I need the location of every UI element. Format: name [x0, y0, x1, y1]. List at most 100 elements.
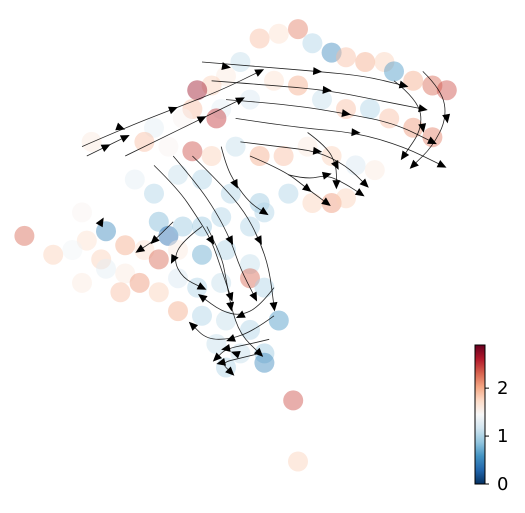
streamline-arrow: [235, 97, 245, 105]
scatter-point: [249, 146, 270, 166]
colorbar-bar: [474, 344, 486, 485]
scatter-point: [336, 99, 356, 119]
scatter-point: [240, 216, 260, 237]
streamline-arrow: [254, 69, 265, 77]
streamline-arrow: [331, 160, 339, 170]
scatter-point: [192, 244, 212, 265]
scatter-point: [379, 108, 400, 129]
streamline-arrow: [269, 301, 278, 312]
scatter-point: [240, 268, 260, 289]
streamline-arrow: [206, 235, 215, 245]
scatter-point: [374, 52, 395, 72]
scatter-point: [302, 193, 323, 213]
scatter-point: [288, 451, 308, 472]
scatter-point: [283, 390, 304, 411]
streamline-arrow: [332, 180, 341, 190]
scatter-point: [148, 249, 169, 270]
streamline-arrow: [359, 178, 369, 188]
streamline-arrow: [301, 183, 312, 192]
scatter-point: [91, 249, 112, 270]
streamline-arrow: [409, 159, 419, 169]
streamline: [201, 61, 404, 86]
streamline-arrow: [150, 234, 160, 245]
scatter-point: [312, 89, 332, 110]
scatter-point: [134, 240, 155, 260]
scatter-point: [172, 108, 193, 129]
streamline-arrow: [225, 235, 234, 246]
streamline-arrow: [226, 301, 235, 312]
stray-arrow: [115, 122, 126, 131]
streamline-arrow: [100, 144, 111, 152]
streamline-arrow: [119, 135, 130, 143]
streamline-arrow: [188, 321, 199, 331]
streamline: [225, 99, 433, 143]
streamline-arrow: [442, 113, 451, 124]
scatter-point: [230, 52, 251, 72]
streamline: [175, 226, 203, 288]
scatter-point: [144, 117, 164, 138]
scatter-point: [129, 272, 150, 293]
scatter-point: [182, 99, 203, 119]
scatter-point: [144, 183, 164, 204]
streamline: [192, 155, 275, 307]
streamline: [288, 174, 361, 194]
scatter-point: [192, 305, 212, 326]
scatter-point: [249, 28, 270, 49]
streamline-arrow: [235, 310, 246, 318]
scatter-point: [201, 146, 222, 166]
scatter-point: [230, 343, 251, 364]
streamline-arrow: [226, 334, 236, 342]
scatter-point: [72, 202, 92, 223]
scatter-point: [206, 334, 227, 354]
streamline-arrow: [427, 136, 437, 145]
scatter-point: [96, 258, 116, 279]
scatter-point: [249, 193, 270, 213]
streamline: [206, 226, 260, 354]
scatter-point: [240, 254, 260, 275]
scatter-point: [124, 169, 145, 190]
streamline: [249, 155, 328, 204]
scatter-point: [345, 155, 366, 176]
scatter-point: [168, 164, 188, 185]
colorbar-tick-label: 0: [497, 474, 508, 495]
scatter-point: [158, 136, 179, 157]
streamline-arrow: [196, 116, 207, 124]
streamline-arrow: [312, 146, 323, 155]
scatter-point: [182, 141, 203, 162]
streamline-arrow: [398, 80, 409, 89]
scatter-point: [288, 19, 308, 40]
scatter-point: [216, 66, 236, 87]
scatter-point: [384, 61, 404, 82]
streamline-arrow: [351, 128, 361, 137]
streamline-arrow: [253, 347, 264, 357]
scatter-point: [201, 75, 222, 96]
scatter-point: [220, 183, 241, 204]
scatter-point: [187, 80, 208, 101]
scatter-point: [225, 136, 246, 157]
streamline-arrow: [225, 366, 235, 376]
streamline-arrow: [254, 235, 262, 246]
scatter-point: [321, 193, 342, 213]
stray-arrow: [95, 217, 104, 228]
colorbar-ticks: 0 1 2: [485, 378, 508, 495]
scatter-point: [168, 301, 188, 322]
colorbar-tick-label: 1: [497, 426, 508, 447]
scatter-point: [115, 235, 136, 256]
scatter-point: [403, 70, 424, 91]
colorbar-tick-label: 2: [497, 378, 508, 399]
scatter-point: [422, 75, 443, 96]
scatter-point: [115, 263, 136, 284]
scatter-point: [268, 23, 289, 44]
scatter-point: [321, 42, 342, 63]
streamline-arrow: [418, 123, 427, 133]
streamline-arrow: [312, 67, 323, 76]
streamline-arrow: [168, 106, 178, 115]
scatter-point: [254, 277, 275, 298]
streamlines-layer: [81, 61, 446, 373]
streamline-arrow: [196, 282, 207, 290]
streamline: [393, 80, 422, 157]
streamline: [153, 165, 232, 298]
arrowheads-layer: [95, 62, 451, 376]
streamline: [172, 155, 256, 298]
scatter-point: [76, 230, 97, 251]
